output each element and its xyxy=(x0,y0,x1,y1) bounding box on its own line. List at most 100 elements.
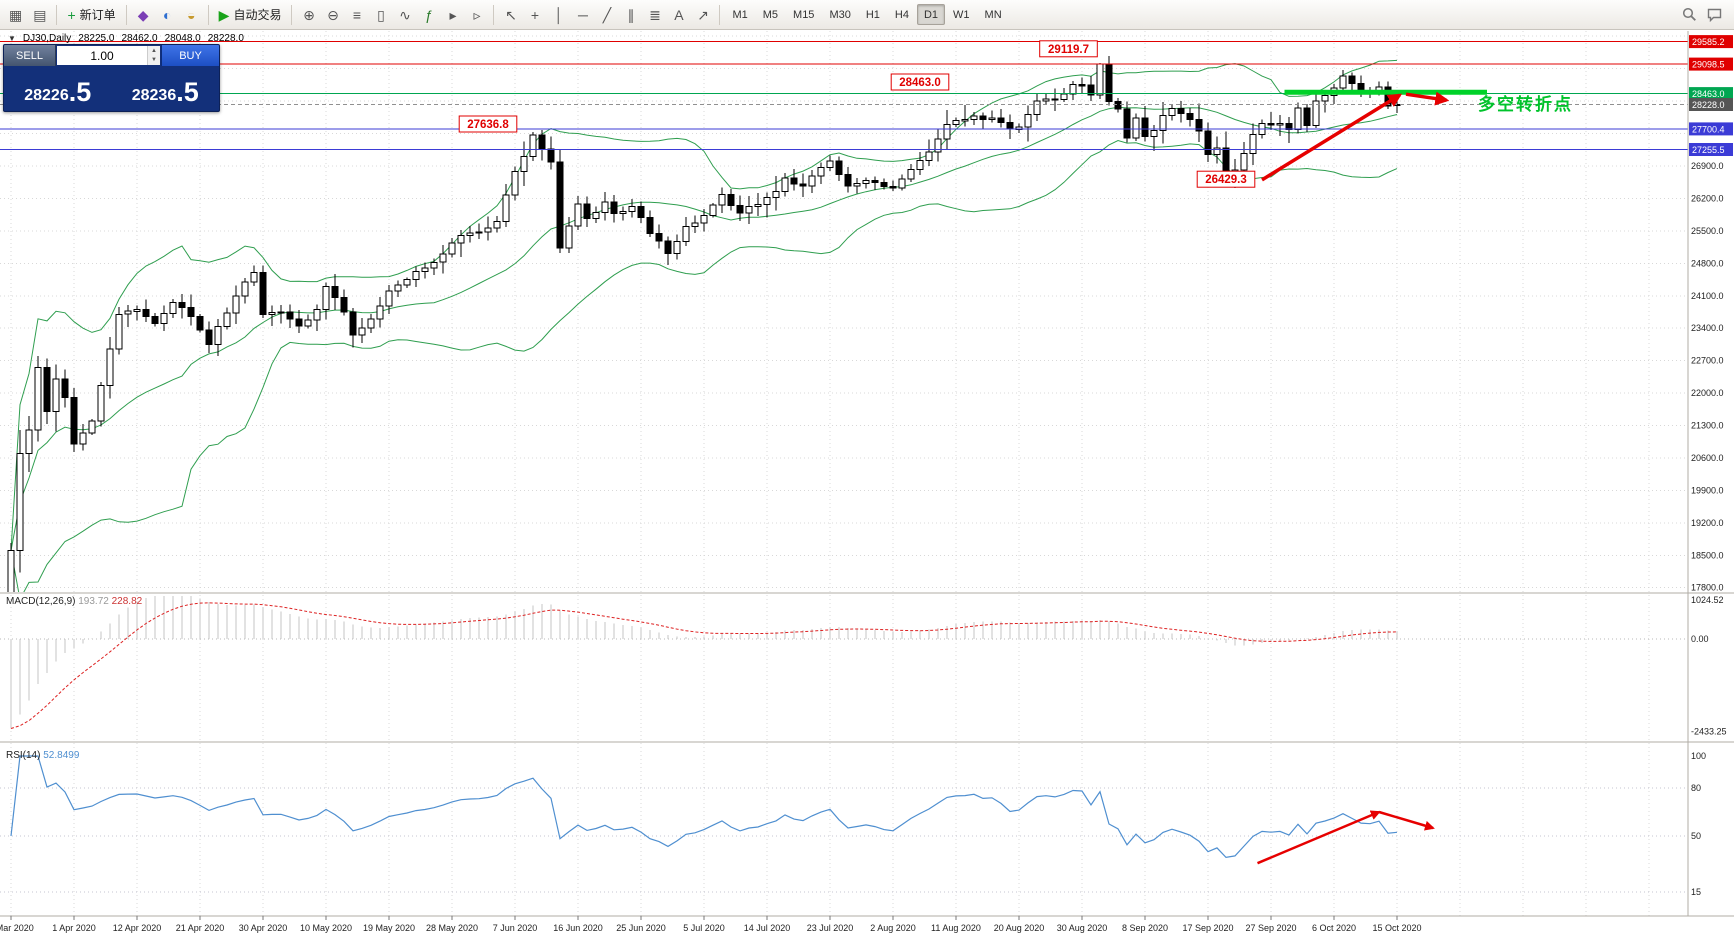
svg-text:5 Jul 2020: 5 Jul 2020 xyxy=(683,923,725,933)
svg-text:26900.0: 26900.0 xyxy=(1691,161,1724,171)
svg-text:23 Jul 2020: 23 Jul 2020 xyxy=(807,923,854,933)
svg-text:24800.0: 24800.0 xyxy=(1691,258,1724,268)
news-button[interactable]: ◒ xyxy=(180,3,203,27)
rsi-trend-arrows[interactable] xyxy=(1257,810,1435,865)
buy-price[interactable]: 28236.5 xyxy=(112,66,220,111)
svg-text:30 Apr 2020: 30 Apr 2020 xyxy=(239,923,288,933)
svg-text:14 Jul 2020: 14 Jul 2020 xyxy=(744,923,791,933)
bars-chart-icon: ≡ xyxy=(352,6,362,23)
line-chart-button[interactable]: ∿ xyxy=(393,3,416,27)
volume-spinner: ▲ ▼ xyxy=(147,46,160,65)
arrows-tool-icon: ↗ xyxy=(697,6,709,23)
timeframe-m5[interactable]: M5 xyxy=(762,8,779,21)
cursor-button[interactable]: ↖ xyxy=(499,3,522,27)
macd-value: 193.72 xyxy=(78,596,109,607)
svg-text:27700.4: 27700.4 xyxy=(1692,124,1725,134)
community-button[interactable]: ◐ xyxy=(156,3,179,27)
svg-text:7 Jun 2020: 7 Jun 2020 xyxy=(493,923,538,933)
one-click-trading-panel: SELL ▲ ▼ BUY 28226.5 28236.5 xyxy=(3,44,220,112)
zoom-out-button[interactable]: ⊖ xyxy=(321,3,344,27)
chart-grid xyxy=(0,31,1688,916)
svg-text:29119.7: 29119.7 xyxy=(1048,44,1089,56)
crosshair-button[interactable]: + xyxy=(523,3,546,27)
search-icon[interactable] xyxy=(1682,7,1697,22)
timeframe-h1[interactable]: H1 xyxy=(865,8,880,21)
chart-profiles-button[interactable]: ▤ xyxy=(28,3,51,27)
candles-chart-button[interactable]: ▯ xyxy=(369,3,392,27)
bars-chart-button[interactable]: ≡ xyxy=(345,3,368,27)
svg-text:19 May 2020: 19 May 2020 xyxy=(363,923,415,933)
svg-text:2 Aug 2020: 2 Aug 2020 xyxy=(870,923,916,933)
sell-button[interactable]: SELL xyxy=(4,45,56,66)
zoom-in-button[interactable]: ⊕ xyxy=(297,3,320,27)
price-callout-labels[interactable]: 29119.7 28463.0 27636.8 26429.3 xyxy=(458,40,1256,188)
vertical-line-button[interactable]: │ xyxy=(547,3,570,27)
timeframe-m30[interactable]: M30 xyxy=(829,8,851,21)
volume-down-icon[interactable]: ▼ xyxy=(148,55,160,65)
text-tool-button[interactable]: A xyxy=(667,3,690,27)
timeframe-h4[interactable]: H4 xyxy=(894,8,909,21)
volume-input[interactable] xyxy=(57,46,147,65)
chart-shift-button[interactable]: ▹ xyxy=(465,3,488,27)
new-order-button[interactable]: + 新订单 xyxy=(62,3,120,27)
macd-signal-line xyxy=(10,602,1398,729)
volume-up-icon[interactable]: ▲ xyxy=(148,46,160,56)
timeframe-m15[interactable]: M15 xyxy=(793,8,815,21)
mql5-market-button[interactable]: ◆ xyxy=(132,3,155,27)
svg-text:24100.0: 24100.0 xyxy=(1691,291,1724,301)
toolbar-separator xyxy=(493,4,495,25)
pane-separators[interactable] xyxy=(0,31,1734,917)
arrows-tool-button[interactable]: ↗ xyxy=(691,3,714,27)
timeframe-mn[interactable]: MN xyxy=(984,8,1002,21)
svg-text:27636.8: 27636.8 xyxy=(467,119,509,131)
svg-text:8 Sep 2020: 8 Sep 2020 xyxy=(1122,923,1168,933)
svg-text:29585.2: 29585.2 xyxy=(1692,37,1725,47)
svg-text:28228.0: 28228.0 xyxy=(1692,100,1725,110)
svg-text:28463.0: 28463.0 xyxy=(1692,89,1725,99)
auto-scroll-button[interactable]: ▸ xyxy=(441,3,464,27)
svg-text:15: 15 xyxy=(1691,887,1701,897)
chart-shift-icon: ▹ xyxy=(473,6,481,23)
rsi-value: 52.8499 xyxy=(43,750,80,761)
equidistant-channel-button[interactable]: ∥ xyxy=(619,3,642,27)
chart-profiles-icon: ▤ xyxy=(33,6,47,23)
horizontal-line-button[interactable]: ─ xyxy=(571,3,594,27)
sell-price-main: 28226 xyxy=(24,87,69,104)
toolbar-separator xyxy=(56,4,58,25)
trend-arrows[interactable] xyxy=(1261,91,1450,182)
svg-text:30 Aug 2020: 30 Aug 2020 xyxy=(1057,923,1108,933)
chart-ohlc-header: ▼ DJ30,Daily 28225.0 28462.0 28048.0 282… xyxy=(8,33,244,44)
toolbar-right-icons xyxy=(1682,7,1730,22)
svg-text:22000.0: 22000.0 xyxy=(1691,388,1724,398)
svg-text:3 Mar 2020: 3 Mar 2020 xyxy=(0,923,34,933)
price-axis[interactable]: 26900.0 26200.0 25500.0 24800.0 24100.0 23400… xyxy=(1689,35,1733,897)
svg-text:19900.0: 19900.0 xyxy=(1691,485,1724,495)
chart-dropdown-icon[interactable]: ▼ xyxy=(8,34,16,43)
new-chart-button[interactable]: ▦ xyxy=(4,3,27,27)
buy-price-frac: .5 xyxy=(176,77,199,108)
timeframe-w1[interactable]: W1 xyxy=(953,8,970,21)
svg-text:29098.5: 29098.5 xyxy=(1692,60,1725,70)
buy-button[interactable]: BUY xyxy=(161,45,219,66)
svg-text:17800.0: 17800.0 xyxy=(1691,583,1724,593)
equidistant-channel-icon: ∥ xyxy=(627,6,635,23)
toolbar-separator xyxy=(291,4,293,25)
svg-text:21300.0: 21300.0 xyxy=(1691,421,1724,431)
svg-text:1024.52: 1024.52 xyxy=(1691,595,1724,605)
trendline-button[interactable]: ╱ xyxy=(595,3,618,27)
svg-text:100: 100 xyxy=(1691,751,1706,761)
fibonacci-button[interactable]: ≣ xyxy=(643,3,666,27)
chat-icon[interactable] xyxy=(1707,7,1722,22)
timeframe-d1[interactable]: D1 xyxy=(916,4,946,25)
sell-price[interactable]: 28226.5 xyxy=(4,66,112,111)
date-axis[interactable]: 3 Mar 2020 1 Apr 2020 12 Apr 2020 21 Apr 20… xyxy=(0,916,1422,933)
svg-text:22700.0: 22700.0 xyxy=(1691,356,1724,366)
svg-text:0.00: 0.00 xyxy=(1691,634,1709,644)
autotrading-label: 自动交易 xyxy=(233,8,282,22)
autotrading-button[interactable]: ▶ 自动交易 xyxy=(214,3,287,27)
timeframe-m1[interactable]: M1 xyxy=(732,8,748,21)
ohlc-low: 28048.0 xyxy=(164,33,201,44)
indicators-button[interactable]: ƒ xyxy=(417,3,440,27)
svg-text:25 Jun 2020: 25 Jun 2020 xyxy=(616,923,666,933)
